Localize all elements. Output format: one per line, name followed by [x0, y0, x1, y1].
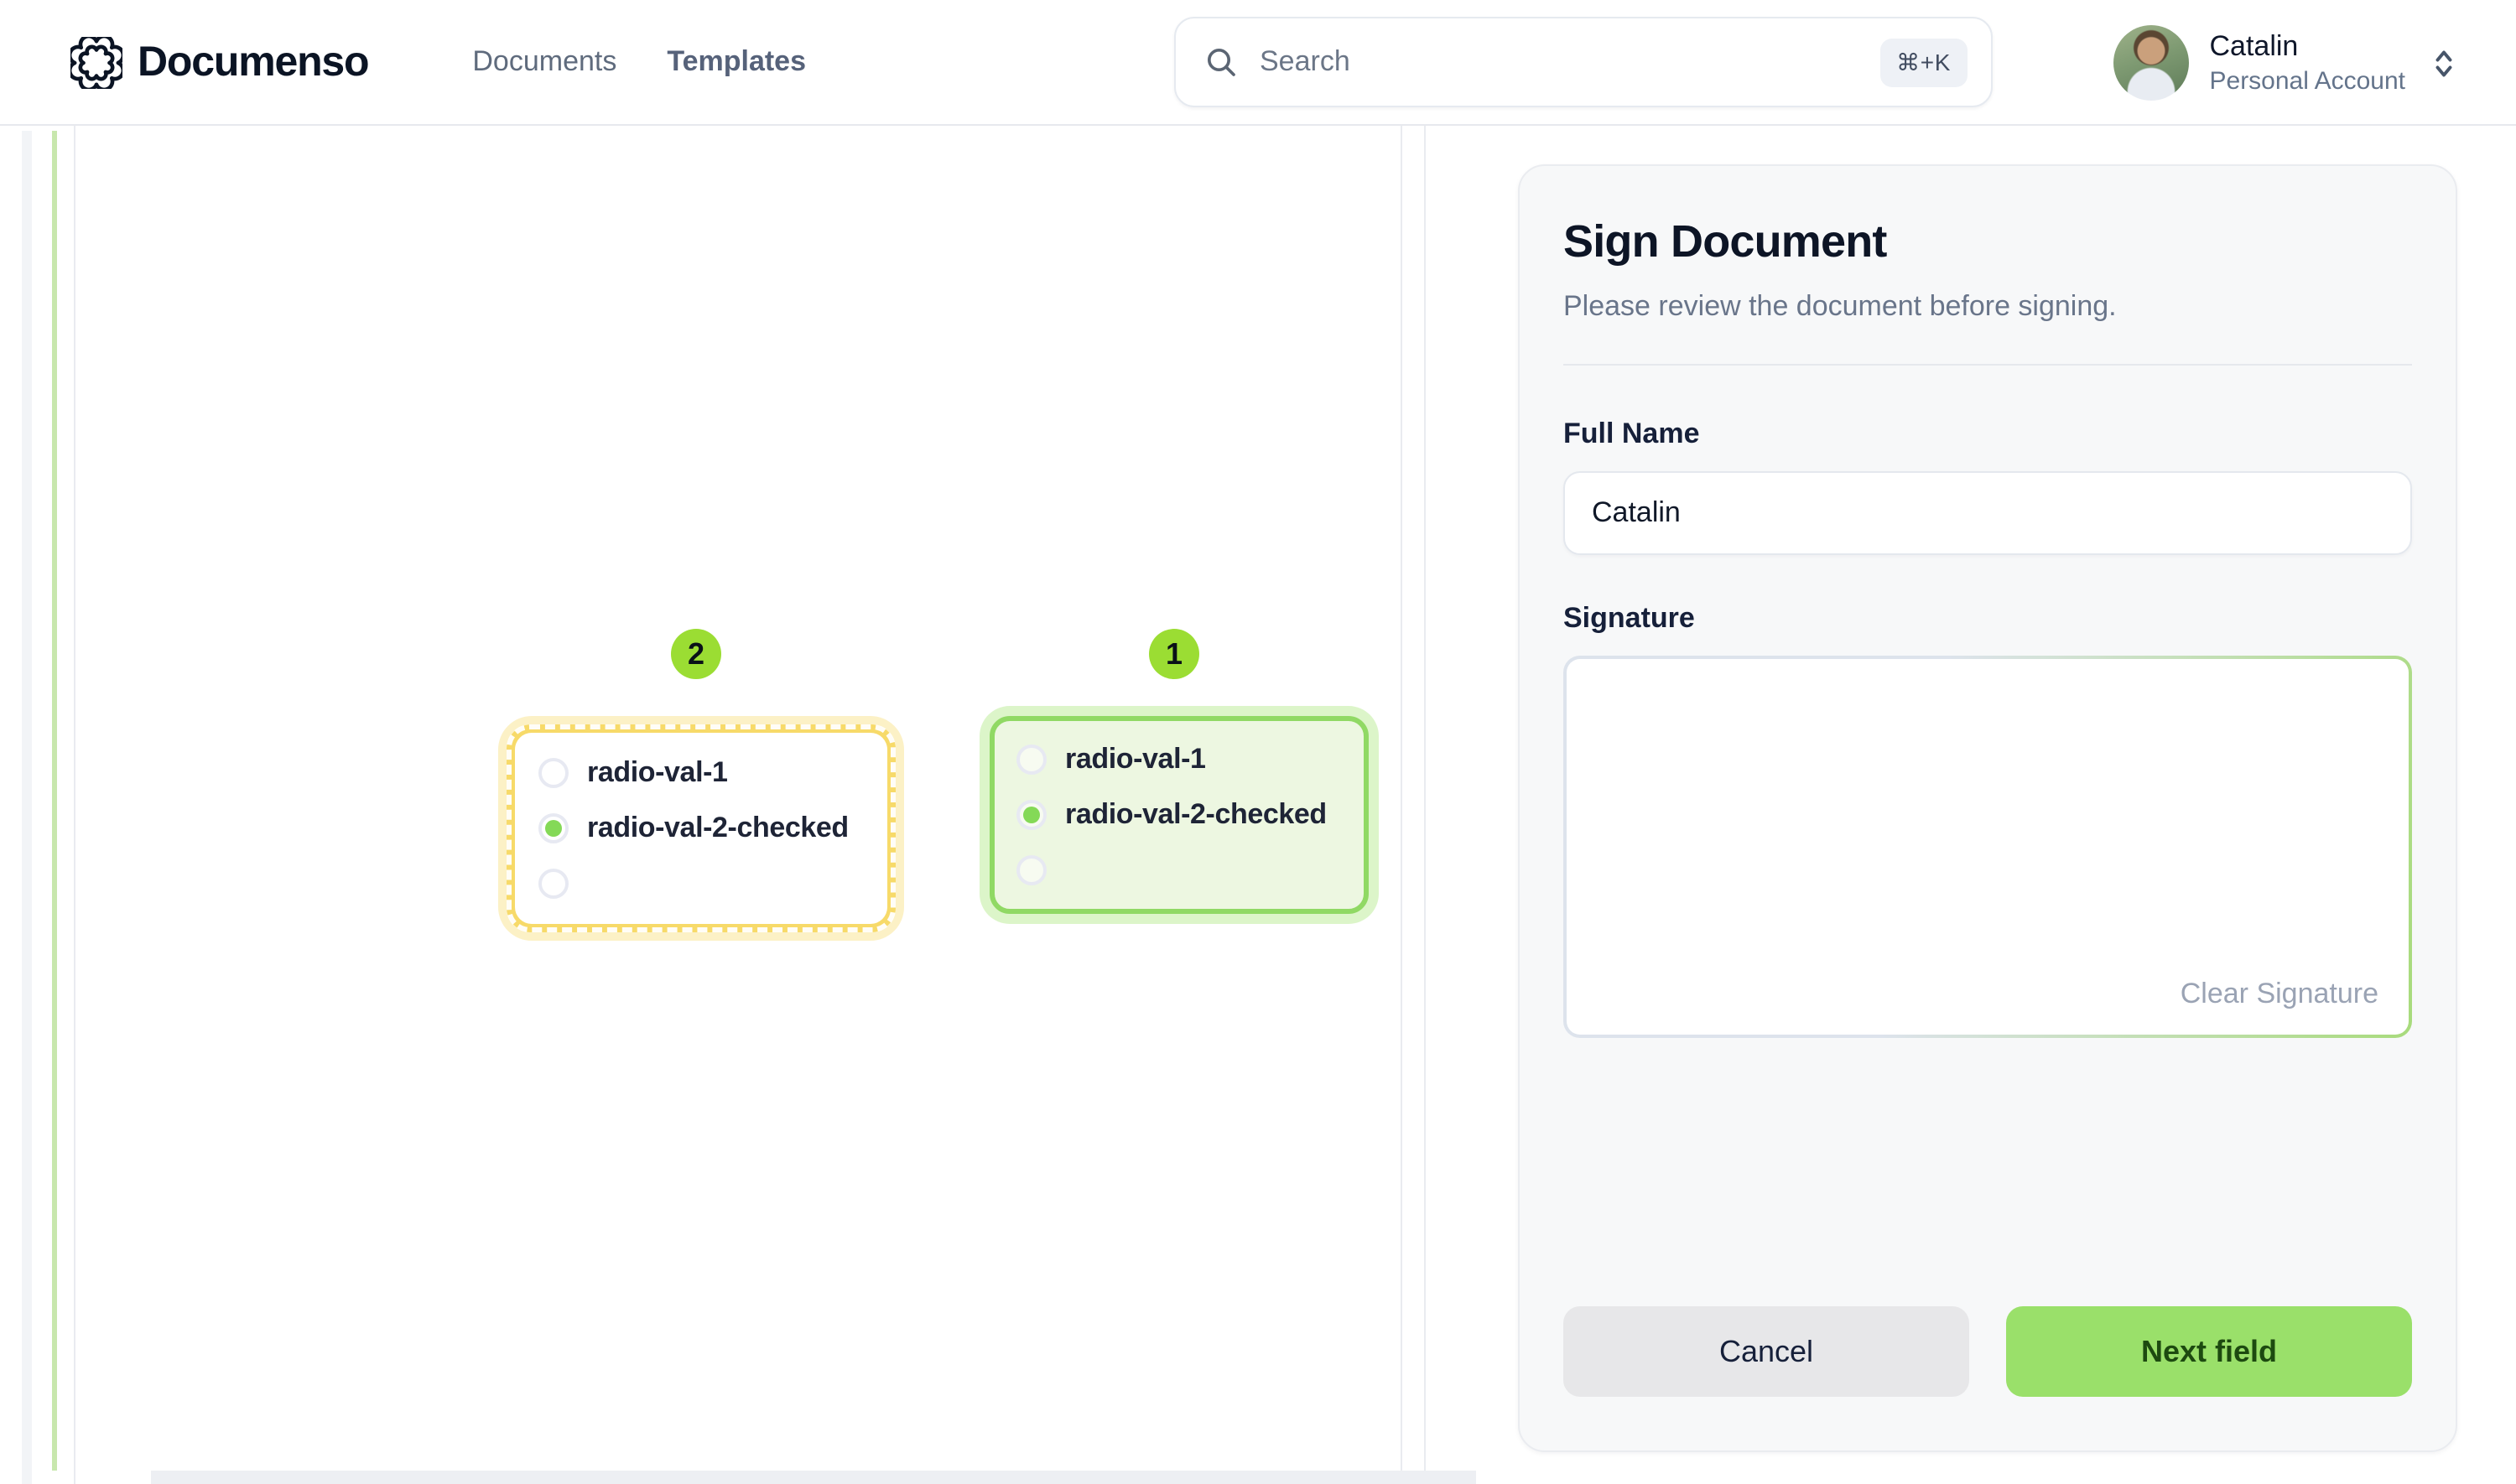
- avatar: [2113, 25, 2190, 101]
- viewer-right-divider: [1424, 126, 1426, 1484]
- search-shortcut-badge: ⌘+K: [1879, 38, 1968, 86]
- radio-option[interactable]: radio-val-2-checked: [538, 808, 864, 848]
- main-nav: Documents Templates: [472, 45, 806, 79]
- full-name-input[interactable]: [1563, 471, 2412, 555]
- radio-option-label: radio-val-2-checked: [1065, 798, 1327, 830]
- account-menu[interactable]: Catalin Personal Account: [2113, 0, 2460, 126]
- clear-signature-button[interactable]: Clear Signature: [2180, 978, 2378, 1009]
- navbar: Documenso Documents Templates Search ⌘+K…: [0, 0, 2516, 126]
- radio-checked-icon[interactable]: [538, 813, 569, 843]
- radio-option-label: radio-val-1: [1065, 743, 1206, 775]
- radio-option[interactable]: radio-val-2-checked: [1016, 795, 1342, 835]
- account-type: Personal Account: [2209, 66, 2406, 96]
- brand-logo[interactable]: Documenso: [70, 36, 370, 88]
- signature-pad[interactable]: Clear Signature: [1563, 656, 2412, 1038]
- panel-actions: Cancel Next field: [1563, 1306, 2412, 1397]
- radio-option-label: radio-val-1: [587, 756, 728, 788]
- sign-document-panel: Sign Document Please review the document…: [1518, 164, 2457, 1452]
- cancel-button[interactable]: Cancel: [1563, 1306, 1969, 1397]
- documenso-seal-icon: [70, 36, 122, 88]
- panel-title: Sign Document: [1563, 216, 1887, 267]
- radio-unchecked-icon[interactable]: [538, 758, 569, 788]
- signature-label: Signature: [1563, 602, 1695, 634]
- panel-divider: [1563, 364, 2412, 366]
- search-bar[interactable]: Search ⌘+K: [1174, 17, 1993, 107]
- document-page: 2 1 radio-val-1 radio-val-2-checked radio…: [74, 126, 1476, 1484]
- nav-templates[interactable]: Templates: [667, 45, 806, 77]
- search-icon: [1208, 49, 1235, 76]
- viewer-green-accent-line: [52, 131, 57, 1471]
- search-placeholder: Search: [1260, 45, 1350, 77]
- document-viewer: 2 1 radio-val-1 radio-val-2-checked radio…: [0, 126, 1476, 1484]
- radio-unchecked-icon[interactable]: [538, 869, 569, 899]
- radio-unchecked-icon[interactable]: [1016, 745, 1047, 775]
- field-order-badge: 2: [671, 629, 721, 679]
- radio-field-pending[interactable]: radio-val-1 radio-val-2-checked: [507, 724, 896, 932]
- radio-unchecked-icon[interactable]: [1016, 855, 1047, 885]
- radio-option-label: radio-val-2-checked: [587, 812, 849, 843]
- radio-option[interactable]: [538, 864, 864, 904]
- radio-field-active[interactable]: radio-val-1 radio-val-2-checked: [990, 716, 1369, 914]
- brand-name: Documenso: [138, 38, 370, 85]
- panel-subtitle: Please review the document before signin…: [1563, 290, 2117, 322]
- nav-documents[interactable]: Documents: [472, 45, 617, 77]
- chevron-up-down-icon: [2435, 49, 2452, 76]
- radio-option[interactable]: radio-val-1: [538, 753, 864, 793]
- radio-checked-icon[interactable]: [1016, 800, 1047, 830]
- radio-option[interactable]: radio-val-1: [1016, 739, 1342, 780]
- full-name-label: Full Name: [1563, 418, 1700, 449]
- next-page-gap: [151, 1471, 1476, 1484]
- field-order-badge: 1: [1149, 629, 1199, 679]
- radio-option[interactable]: [1016, 850, 1342, 890]
- account-names: Catalin Personal Account: [2210, 28, 2406, 97]
- viewer-left-shadow: [22, 131, 32, 1484]
- account-name: Catalin: [2209, 29, 2299, 62]
- next-field-button[interactable]: Next field: [2006, 1306, 2412, 1397]
